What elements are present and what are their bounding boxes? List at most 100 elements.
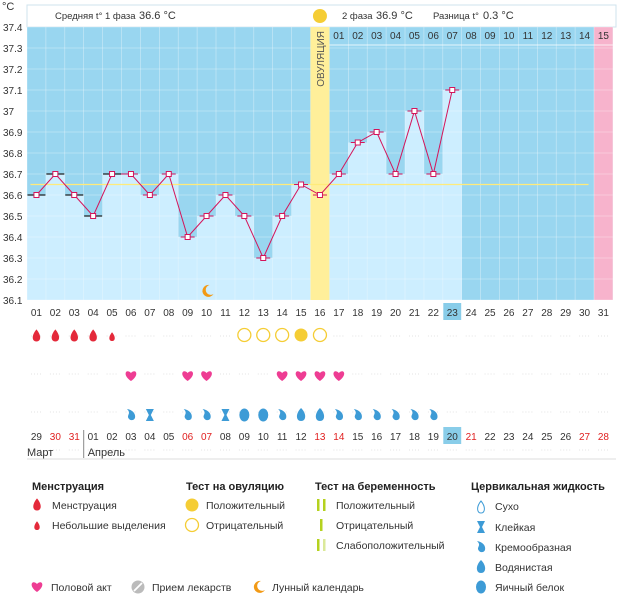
cycle-day-label: 05 (106, 308, 118, 319)
calendar-date: 01 (88, 432, 100, 443)
cycle-day-label: 19 (371, 308, 383, 319)
temp-bar (216, 195, 235, 300)
legend-ovulation-negative-icon (184, 517, 200, 533)
fluid-creamy-icon (372, 409, 381, 421)
temp-point (430, 171, 437, 177)
calendar-date: 05 (163, 432, 175, 443)
fluid-creamy-icon (410, 409, 419, 421)
calendar-date: 10 (258, 432, 270, 443)
calendar-date: 25 (541, 432, 553, 443)
menstruation-icon (70, 329, 78, 342)
calendar-date: 02 (106, 432, 118, 443)
legend-item: Положительный (206, 500, 285, 512)
cycle-day-label: 16 (314, 308, 326, 319)
calendar-date: 19 (428, 432, 440, 443)
post-ovulation-day: 13 (560, 31, 572, 42)
intercourse-heart-icon (314, 371, 326, 381)
temp-point (165, 171, 172, 177)
post-ovulation-day: 06 (428, 31, 440, 42)
legend-item: Сухо (495, 501, 519, 513)
fluid-creamy-icon (183, 409, 192, 421)
temp-point (298, 181, 305, 188)
menstruation-icon (32, 329, 41, 342)
intercourse-heart-icon (182, 371, 194, 381)
calendar-date: 17 (390, 432, 402, 443)
temp-bar (140, 195, 160, 300)
calendar-date: 15 (352, 432, 364, 443)
y-tick-label: 37.1 (3, 86, 23, 97)
moon-icon (202, 284, 214, 297)
legend-spotting-icon (34, 521, 40, 530)
legend-item: Кремообразная (495, 542, 571, 554)
cycle-day-label: 10 (201, 308, 213, 319)
legend-fluid-watery-icon (476, 560, 486, 573)
temp-bar (178, 237, 198, 300)
temp-point (71, 192, 78, 198)
cycle-day-label: 13 (258, 308, 270, 319)
calendar-date: 12 (295, 432, 307, 443)
legend-ovulation-positive-icon (185, 498, 199, 512)
calendar-date: 26 (560, 432, 572, 443)
cycle-day-label: 30 (579, 308, 591, 319)
cycle-day-label: 23 (447, 308, 459, 319)
calendar-date: 03 (125, 432, 137, 443)
menstruation-icon (89, 329, 97, 342)
temp-point (260, 255, 267, 261)
fluid-creamy-icon (278, 409, 287, 421)
legend-fluid-dry-icon (477, 500, 485, 514)
fluid-creamy-icon (202, 409, 211, 421)
temp-point (33, 192, 40, 198)
fluid-creamy-icon (429, 409, 438, 421)
calendar-date: 06 (182, 432, 194, 443)
calendar-date: 09 (239, 432, 251, 443)
calendar-date: 22 (484, 432, 496, 443)
legend-item: Водянистая (495, 562, 553, 574)
temp-point (279, 213, 286, 219)
cycle-day-label: 21 (409, 308, 421, 319)
ovulation-test-negative-icon (312, 327, 328, 343)
calendar-date: 07 (201, 432, 213, 443)
legend-ovulation-title: Тест на овуляцию (186, 481, 284, 493)
cycle-day-label: 26 (503, 308, 515, 319)
diff-value: 0.3 °C (483, 10, 514, 22)
highlight-date-box (443, 427, 462, 444)
ovulation-label: ОВУЛЯЦИЯ (316, 31, 327, 87)
post-ovulation-day: 10 (503, 31, 515, 42)
fluid-creamy-icon (334, 409, 344, 421)
temp-point (373, 129, 380, 135)
cycle-day-label: 11 (220, 308, 231, 319)
y-tick-label: 36.3 (3, 254, 23, 265)
legend-pregnancy-title: Тест на беременность (315, 481, 436, 493)
post-ovulation-day: 11 (523, 31, 534, 42)
cycle-day-label: 04 (88, 308, 100, 319)
fluid-creamy-icon (391, 409, 400, 421)
cycle-day-label: 12 (239, 308, 251, 319)
legend-pregnancy-positive-icon (317, 499, 320, 511)
fluid-watery-icon (296, 408, 306, 421)
ovulation-test-negative-icon (237, 327, 252, 343)
cycle-day-label: 15 (295, 308, 307, 319)
calendar-date: 23 (503, 432, 515, 443)
legend-pregnancy-negative-icon (320, 519, 323, 531)
cycle-day-label: 18 (352, 308, 364, 319)
ovulation-sun-icon (312, 9, 327, 23)
post-ovulation-day: 09 (484, 31, 496, 42)
late-zone (594, 27, 613, 300)
fluid-creamy-icon (126, 409, 136, 421)
ovulation-column (310, 27, 330, 300)
y-tick-label: 37 (3, 107, 15, 118)
fluid-creamy-icon (353, 409, 362, 421)
cycle-day-label: 22 (428, 308, 440, 319)
post-ovulation-day: 03 (371, 31, 383, 42)
cycle-day-label: 17 (333, 308, 345, 319)
y-tick-label: 37.3 (3, 44, 23, 55)
post-ovulation-day: 15 (598, 31, 610, 42)
legend-fluid-eggwhite-icon (476, 580, 486, 594)
ovulation-test-negative-icon (274, 327, 290, 343)
temp-point (127, 171, 134, 177)
fluid-sticky-icon (145, 409, 154, 421)
highlight-day-box (443, 303, 462, 320)
y-tick-label: 36.9 (3, 128, 23, 139)
calendar-date: 27 (579, 432, 591, 443)
temp-point (392, 171, 399, 177)
